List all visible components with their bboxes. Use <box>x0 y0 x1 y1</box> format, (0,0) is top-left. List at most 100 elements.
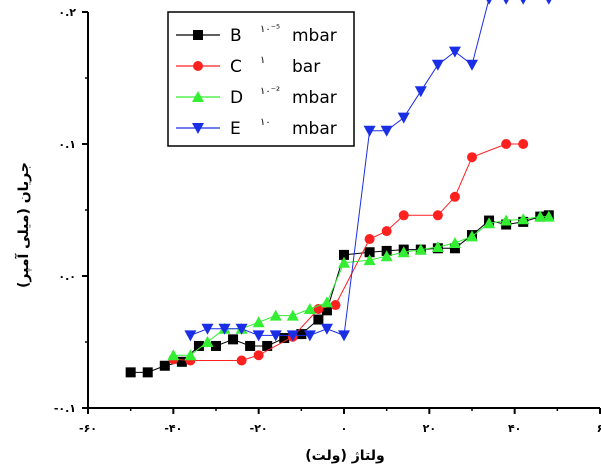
series-layer <box>125 0 555 378</box>
data-point-D <box>517 213 530 225</box>
data-point-D <box>201 336 214 347</box>
legend-marker <box>192 123 204 134</box>
data-point-D <box>500 214 513 226</box>
legend-label: D <box>230 88 243 108</box>
data-point-B <box>279 333 290 344</box>
series-line-B <box>130 214 549 373</box>
data-point-D <box>167 349 180 361</box>
data-point-C <box>501 139 512 149</box>
data-point-D <box>534 210 547 222</box>
data-point-B <box>159 360 170 371</box>
data-point-D <box>542 210 555 222</box>
data-point-E <box>397 112 410 124</box>
data-point-E <box>338 330 350 342</box>
x-tick-label: -۲۰ <box>250 422 268 435</box>
data-point-B <box>449 243 460 254</box>
x-tick-label: ۲۰ <box>423 422 436 435</box>
y-axis-label: جریان (میلی آمپر) <box>14 162 32 288</box>
data-point-E <box>303 330 316 342</box>
y-tick-label: ۰.۰ <box>58 270 76 283</box>
ticks: -۶۰ -۴۰ -۲۰ ۰ ۲۰ ۴۰ ۶ -۰.۱ ۰.۰ ۰.۱ ۰.۲ <box>54 6 601 435</box>
data-point-E <box>380 125 393 137</box>
data-point-C <box>432 210 443 221</box>
legend: B ۱۰⁻⁵ mbar C ۱ bar D ۱۰⁻² mbar E ۱۰ mbar <box>167 11 355 147</box>
data-point-D <box>286 309 299 321</box>
data-point-B <box>262 340 273 351</box>
data-point-D <box>252 316 265 328</box>
data-point-E <box>235 323 248 335</box>
data-point-D <box>466 230 478 242</box>
legend-marker <box>193 30 203 40</box>
legend-marker <box>193 61 203 71</box>
data-point-C <box>381 226 392 237</box>
legend-label: C <box>230 57 242 77</box>
data-point-B <box>296 329 307 340</box>
data-point-E <box>414 86 427 98</box>
x-tick-label: -۴۰ <box>164 422 182 435</box>
data-point-B <box>176 356 187 367</box>
data-point-E <box>520 0 526 5</box>
data-point-D <box>483 217 496 229</box>
legend-item-E: E ۱۰ mbar <box>176 117 337 139</box>
data-point-D <box>303 303 316 314</box>
legend-item-D: D ۱۰⁻² mbar <box>176 86 337 108</box>
legend-item-C: C ۱ bar <box>176 55 320 77</box>
legend-unit: bar <box>292 57 320 77</box>
data-point-C <box>449 191 460 202</box>
data-point-E <box>448 46 461 58</box>
data-point-D <box>320 296 333 308</box>
data-point-C <box>398 210 409 221</box>
legend-superscript: ۱۰⁻⁵ <box>260 24 280 35</box>
data-point-E <box>363 125 376 137</box>
data-point-B <box>364 247 375 258</box>
data-point-D <box>184 349 197 361</box>
data-point-E <box>269 330 282 342</box>
data-point-C <box>518 139 529 149</box>
data-point-D <box>380 250 393 262</box>
data-point-B <box>211 340 221 351</box>
data-point-E <box>218 323 231 335</box>
legend-item-B: B ۱۰⁻⁵ mbar <box>176 24 337 46</box>
data-point-E <box>184 330 197 342</box>
data-point-C <box>236 355 247 366</box>
legend-label: E <box>230 119 241 139</box>
y-tick-label: ۰.۱ <box>58 138 76 151</box>
legend-marker <box>192 91 204 102</box>
data-point-B <box>142 367 153 378</box>
data-point-B <box>339 249 349 260</box>
series-D <box>167 210 555 361</box>
data-point-B <box>313 314 324 325</box>
data-point-D <box>448 237 461 248</box>
data-point-E <box>286 330 299 342</box>
data-point-E <box>546 0 552 5</box>
x-tick-label: ۴۰ <box>508 422 521 435</box>
data-point-E <box>486 0 492 5</box>
x-tick-label: ۰ <box>341 422 348 435</box>
series-E <box>184 0 552 342</box>
data-point-C <box>253 350 264 361</box>
data-point-E <box>201 323 214 335</box>
data-point-E <box>431 59 444 71</box>
data-point-E <box>503 0 509 5</box>
legend-unit: mbar <box>292 26 337 46</box>
legend-unit: mbar <box>292 119 337 139</box>
data-point-B <box>245 340 256 351</box>
data-point-D <box>414 243 427 255</box>
data-point-B <box>228 334 239 345</box>
x-axis-label: ولتاژ (ولت) <box>305 448 384 464</box>
data-point-C <box>364 234 375 245</box>
data-point-E <box>320 323 333 335</box>
data-point-C <box>330 300 341 311</box>
x-tick-label: -۶۰ <box>79 422 97 435</box>
data-point-D <box>431 240 444 252</box>
legend-superscript: ۱۰⁻² <box>260 86 280 97</box>
data-point-C <box>467 152 477 163</box>
legend-superscript: ۱۰ <box>260 117 271 128</box>
data-point-E <box>466 59 478 71</box>
legend-superscript: ۱ <box>260 55 265 66</box>
x-tick-label: ۶ <box>597 422 601 435</box>
legend-label: B <box>230 26 242 46</box>
y-tick-label: ۰.۲ <box>58 6 76 19</box>
